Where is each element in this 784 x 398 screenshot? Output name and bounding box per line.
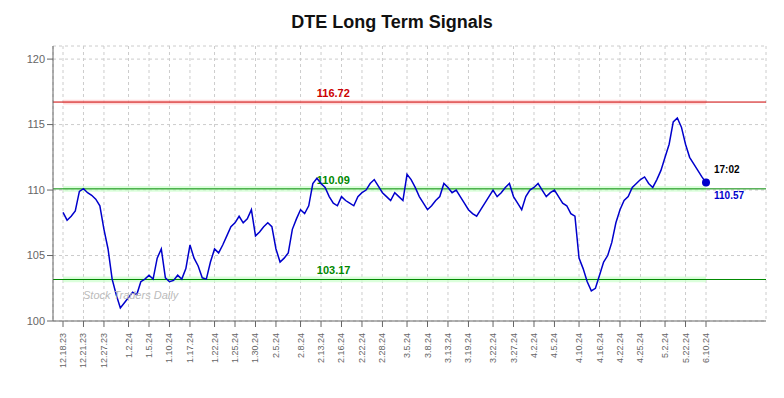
svg-text:100: 100 <box>27 315 45 327</box>
svg-text:120: 120 <box>27 53 45 65</box>
svg-text:103.17: 103.17 <box>317 264 351 276</box>
svg-text:3.27.24: 3.27.24 <box>509 333 519 363</box>
svg-text:1.5.24: 1.5.24 <box>144 333 154 358</box>
html-text:DTE Long Term Signals: DTE Long Term Signals <box>291 12 493 32</box>
svg-text:2.13.24: 2.13.24 <box>316 333 326 363</box>
svg-text:116.72: 116.72 <box>317 87 350 99</box>
svg-text:1.25.24: 1.25.24 <box>230 333 240 363</box>
svg-text:12.18.23: 12.18.23 <box>58 333 68 368</box>
svg-text:5.2.24: 5.2.24 <box>660 333 670 358</box>
svg-text:105: 105 <box>27 249 45 261</box>
svg-text:12.21.23: 12.21.23 <box>78 333 88 368</box>
svg-text:17:02: 17:02 <box>714 164 740 175</box>
svg-text:3.5.24: 3.5.24 <box>402 333 412 358</box>
svg-text:12.27.23: 12.27.23 <box>99 333 109 368</box>
svg-text:2.8.24: 2.8.24 <box>296 333 306 358</box>
svg-text:4.10.24: 4.10.24 <box>574 333 584 363</box>
svg-text:4.2.24: 4.2.24 <box>529 333 539 358</box>
svg-text:4.25.24: 4.25.24 <box>635 333 645 363</box>
svg-text:115: 115 <box>27 118 45 130</box>
svg-text:1.2.24: 1.2.24 <box>124 333 134 358</box>
svg-text:1.10.24: 1.10.24 <box>164 333 174 363</box>
svg-text:110.57: 110.57 <box>714 190 744 201</box>
svg-text:3.22.24: 3.22.24 <box>488 333 498 363</box>
html-text:Stock Traders Daily: Stock Traders Daily <box>83 289 179 301</box>
svg-text:2.28.24: 2.28.24 <box>377 333 387 363</box>
svg-text:2.22.24: 2.22.24 <box>357 333 367 363</box>
svg-text:110: 110 <box>27 184 45 196</box>
svg-text:6.10.24: 6.10.24 <box>701 333 711 363</box>
svg-text:1.17.24: 1.17.24 <box>185 333 195 363</box>
svg-text:3.19.24: 3.19.24 <box>463 333 473 363</box>
svg-text:5.22.24: 5.22.24 <box>681 333 691 363</box>
svg-text:4.22.24: 4.22.24 <box>615 333 625 363</box>
svg-text:2.16.24: 2.16.24 <box>336 333 346 363</box>
svg-text:1.22.24: 1.22.24 <box>210 333 220 363</box>
svg-text:2.5.24: 2.5.24 <box>271 333 281 358</box>
svg-text:3.8.24: 3.8.24 <box>423 333 433 358</box>
svg-text:4.16.24: 4.16.24 <box>595 333 605 363</box>
svg-text:1.30.24: 1.30.24 <box>250 333 260 363</box>
svg-text:110.09: 110.09 <box>316 173 350 186</box>
svg-text:4.5.24: 4.5.24 <box>549 333 559 358</box>
svg-text:3.13.24: 3.13.24 <box>443 333 453 363</box>
